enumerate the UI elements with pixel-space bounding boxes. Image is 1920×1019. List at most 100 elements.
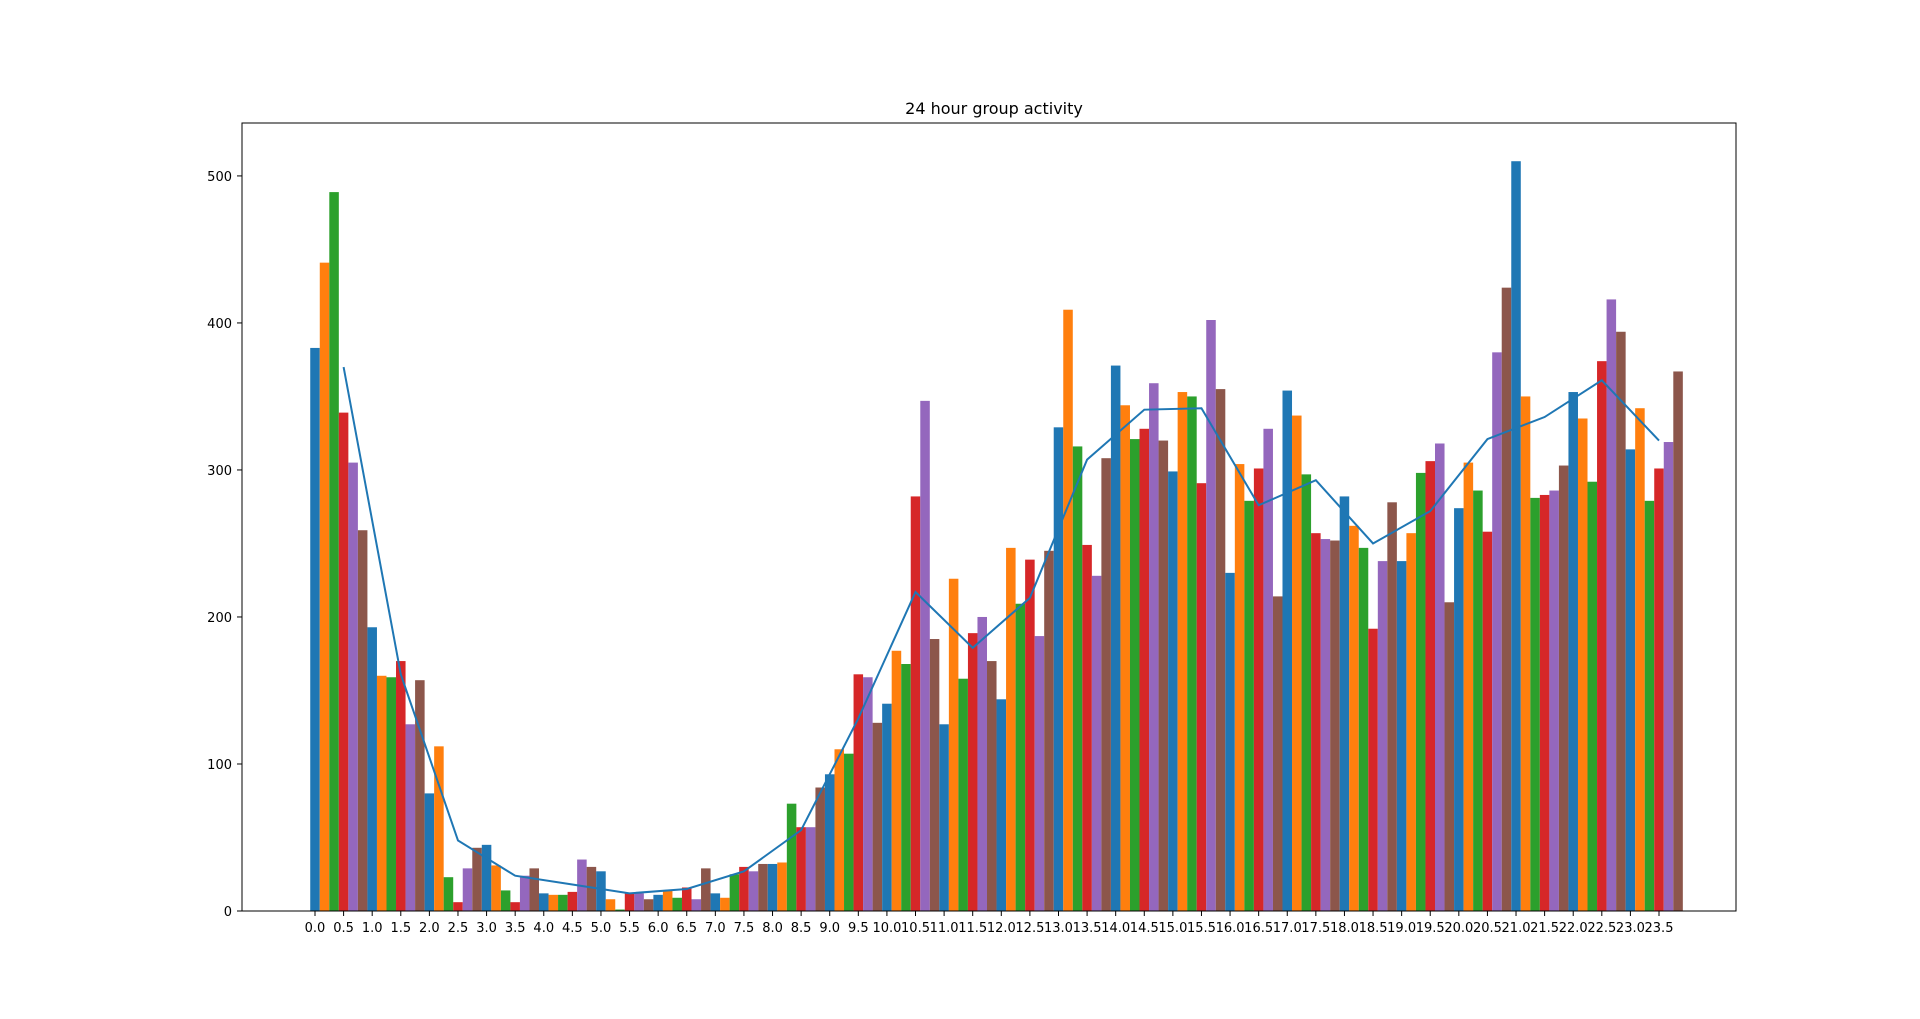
y-tick-label: 200 [207,611,232,626]
bar [367,627,377,911]
y-tick-label: 100 [207,758,232,773]
bar [1292,415,1302,911]
bar [939,724,949,911]
bar [1616,331,1626,911]
x-tick-label: 3.0 [476,921,497,936]
bar [1263,428,1273,911]
bar [662,890,673,911]
bar [1349,525,1359,911]
bar [1511,161,1521,912]
bar [1530,497,1540,911]
bar [415,680,425,911]
bar [1044,550,1054,911]
x-tick-label: 5.0 [591,921,612,936]
bar [1368,628,1378,911]
bar [1015,603,1026,911]
bar [1396,561,1407,911]
bar [853,674,864,911]
bar [729,874,740,911]
x-tick-label: 10.0 [872,921,901,936]
bar [539,893,549,911]
bar [1606,299,1617,911]
x-tick-label: 1.5 [390,921,411,936]
x-tick-label: 22.5 [1587,921,1616,936]
bar [1644,500,1655,911]
bar [1330,540,1340,911]
bar [863,677,873,911]
x-tick-label: 16.5 [1244,921,1273,936]
bar [310,347,320,911]
bar [348,462,358,911]
x-tick-label: 11.5 [958,921,987,936]
bar [815,787,825,911]
bar [672,897,682,911]
bar [758,863,768,911]
bar [319,262,330,911]
bar [386,677,397,911]
bar [681,887,692,911]
bar [1625,449,1636,911]
x-tick-label: 19.5 [1416,921,1445,936]
x-tick-label: 20.0 [1444,921,1473,936]
bar [558,894,568,911]
bar [653,894,663,911]
bar [1206,320,1216,911]
bar [1168,471,1178,911]
x-tick-label: 21.5 [1530,921,1559,936]
bar [891,650,902,911]
bar [634,893,644,911]
bar [929,639,940,911]
bar [1444,602,1455,911]
bar [1473,490,1483,911]
x-axis: 0.0 0.5 1.0 1.5 2.0 2.5 3.0 3.5 4.0 4.5 5.0 5.5 6.0 6… [305,911,1674,936]
bar [357,530,368,911]
y-tick-label: 0 [224,905,232,920]
bar [529,868,539,911]
x-tick-label: 6.5 [676,921,697,936]
bar [615,909,625,911]
bar [329,192,339,912]
bar [1549,490,1559,911]
bar [882,703,892,911]
bar [748,871,759,911]
bar [1425,461,1435,911]
bar [1415,472,1426,911]
y-tick-label: 300 [207,464,232,479]
bar [701,868,711,911]
bar [1272,596,1283,911]
bar [586,866,597,911]
bar [1301,474,1312,911]
bar [767,863,778,911]
bar [1377,561,1388,911]
bar [1454,508,1464,911]
bar [958,678,968,911]
bar [1063,309,1073,912]
bar [1463,462,1474,911]
x-tick-label: 17.5 [1301,921,1330,936]
bar [1673,371,1683,912]
bar [1520,396,1531,911]
bar [1177,392,1188,911]
bar [1558,465,1569,911]
x-tick-label: 0.0 [305,921,326,936]
bar [1663,442,1674,911]
bar [920,400,930,911]
bar [1539,494,1550,911]
bar [596,871,606,911]
x-tick-label: 12.5 [1015,921,1044,936]
bar [901,664,911,911]
x-tick-label: 1.0 [362,921,383,936]
bar [805,827,816,911]
bar [1215,389,1226,912]
bar [481,844,492,911]
bar [987,661,997,911]
bar [1358,547,1369,911]
bar [834,749,845,911]
bar [424,793,435,911]
x-tick-label: 23.5 [1645,921,1674,936]
x-tick-label: 15.0 [1158,921,1187,936]
bar [977,616,987,911]
x-tick-label: 9.5 [848,921,869,936]
bar [786,803,797,911]
